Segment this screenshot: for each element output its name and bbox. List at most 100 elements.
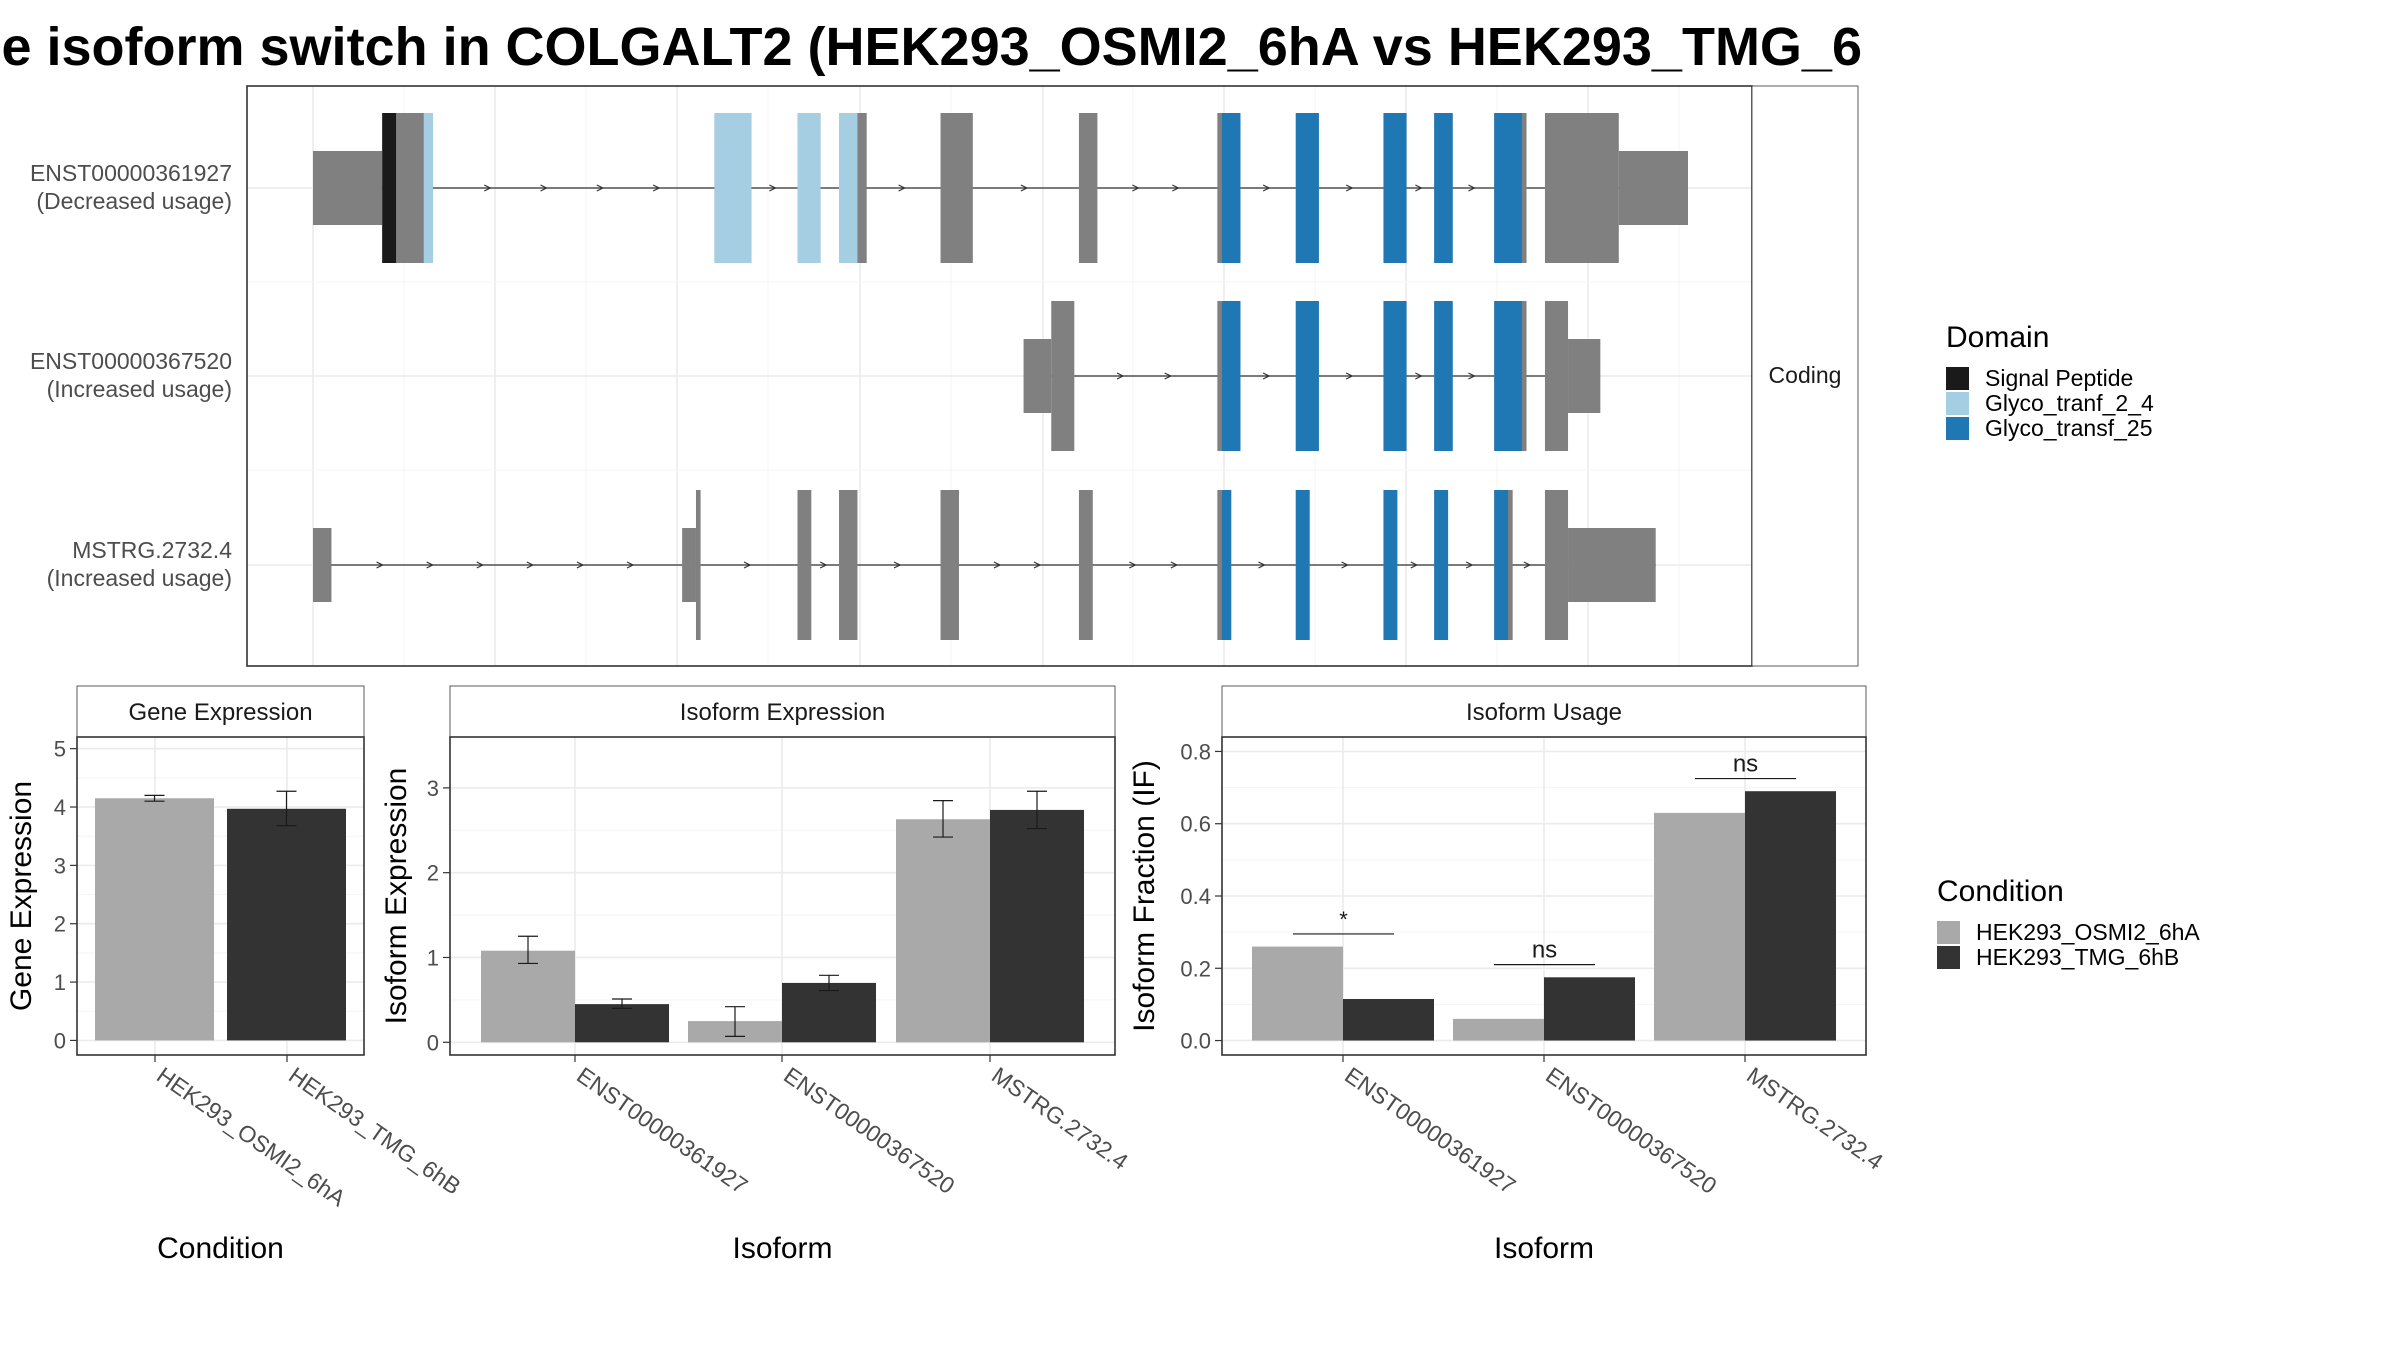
transcript-id-label: ENST00000361927 [30, 160, 232, 186]
y-tick-label: 3 [54, 853, 66, 878]
transcript-usage-label: (Increased usage) [47, 376, 232, 402]
y-tick-label: 1 [427, 945, 439, 970]
domain-block [1221, 301, 1241, 451]
intron-arrow [898, 184, 906, 192]
x-tick-label: ENST00000367520 [1541, 1062, 1721, 1199]
condition-legend-title: Condition [1937, 875, 2064, 908]
intron-arrow [1020, 184, 1029, 192]
y-tick-label: 0.8 [1180, 739, 1211, 764]
y-tick-label: 5 [54, 737, 66, 762]
intron-arrow [1523, 561, 1532, 569]
intron-arrow [1468, 372, 1476, 380]
intron-arrow [483, 184, 492, 192]
intron-arrow [993, 561, 1002, 569]
bar [95, 798, 214, 1041]
domain-legend-title: Domain [1946, 321, 2049, 354]
domain-legend-label: Signal Peptide [1985, 365, 2133, 391]
intron-arrow [1341, 561, 1349, 569]
intron-arrow [1258, 561, 1266, 569]
y-tick-label: 0.2 [1180, 956, 1211, 981]
bar [1343, 998, 1434, 1041]
panel-strip-title: Isoform Usage [1466, 699, 1622, 726]
coding-strip-label: Coding [1769, 362, 1842, 388]
y-tick-label: 0.0 [1180, 1029, 1211, 1054]
intron-arrow [526, 561, 535, 569]
intron-arrow [769, 184, 777, 192]
exon-block [313, 151, 383, 225]
domain-legend-label: Glyco_transf_25 [1985, 415, 2152, 441]
transcript-usage-label: (Decreased usage) [36, 188, 232, 214]
intron-arrow [1129, 561, 1137, 569]
condition-legend-label: HEK293_OSMI2_6hA [1976, 919, 2200, 945]
exon-block [1078, 113, 1098, 263]
intron-arrow [626, 561, 635, 569]
y-tick-label: 2 [427, 861, 439, 886]
domain-block [1295, 490, 1310, 640]
bar [227, 808, 346, 1041]
domain-block [1383, 301, 1407, 451]
domain-block [1383, 113, 1407, 263]
domain-block [1295, 113, 1319, 263]
y-axis-title: Gene Expression [5, 781, 38, 1011]
intron-arrow [1170, 561, 1179, 569]
panel-strip [1221, 685, 1867, 738]
domain-block [797, 113, 821, 263]
domain-block [1434, 490, 1449, 640]
exon-block [682, 528, 696, 602]
domain-block [1221, 490, 1232, 640]
y-axis-title: Isoform Expression [380, 768, 413, 1025]
bar [575, 1004, 669, 1043]
x-axis-title: Isoform [732, 1232, 832, 1265]
domain-legend-label: Glyco_tranf_2_4 [1985, 390, 2154, 416]
x-tick-label: MSTRG.2732.4 [987, 1062, 1133, 1175]
domain-legend-key [1946, 417, 1969, 440]
exon-block [1544, 113, 1619, 263]
y-tick-label: 0.4 [1180, 884, 1211, 909]
intron-arrow [1465, 561, 1474, 569]
y-tick-label: 4 [54, 795, 66, 820]
intron-arrow [1415, 372, 1423, 380]
exon-block [1568, 528, 1656, 602]
x-tick-label: ENST00000361927 [1340, 1062, 1520, 1199]
bar [782, 982, 876, 1043]
bar [1453, 1018, 1544, 1041]
bar [1745, 791, 1836, 1041]
exon-block [1051, 301, 1075, 451]
intron-arrow [1172, 184, 1180, 192]
intron-arrow [1164, 372, 1173, 380]
intron-arrow [596, 184, 605, 192]
intron-arrow [1132, 184, 1140, 192]
intron-arrow [1410, 561, 1419, 569]
exon-block [839, 490, 858, 640]
intron-arrow [576, 561, 585, 569]
bar [990, 809, 1084, 1043]
intron-arrow [1468, 184, 1476, 192]
y-tick-label: 3 [427, 776, 439, 801]
domain-block [714, 113, 752, 263]
y-tick-label: 0 [54, 1028, 66, 1053]
y-tick-label: 1 [54, 970, 66, 995]
domain-legend-key [1946, 367, 1969, 390]
x-axis-title: Condition [157, 1232, 284, 1265]
panel-strip-title: Isoform Expression [680, 699, 885, 726]
significance-label: ns [1733, 751, 1758, 778]
bar [1654, 812, 1745, 1041]
panel-strip-title: Gene Expression [128, 699, 312, 726]
domain-block [423, 113, 433, 263]
panel-strip [449, 685, 1116, 738]
figure-title-text: e isoform switch in COLGALT2 (HEK293_OSM… [1, 17, 1862, 77]
domain-block [1494, 490, 1509, 640]
condition-legend-key [1937, 946, 1960, 969]
exon-block [313, 528, 332, 602]
y-tick-label: 0.6 [1180, 812, 1211, 837]
intron-arrow [540, 184, 548, 192]
x-axis-title: Isoform [1494, 1232, 1594, 1265]
bar [1544, 977, 1635, 1041]
exon-block [1023, 339, 1052, 413]
intron-arrow [476, 561, 485, 569]
intron-arrow [1415, 184, 1423, 192]
condition-legend-label: HEK293_TMG_6hB [1976, 944, 2179, 970]
significance-label: ns [1532, 937, 1557, 964]
intron-arrow [652, 184, 661, 192]
